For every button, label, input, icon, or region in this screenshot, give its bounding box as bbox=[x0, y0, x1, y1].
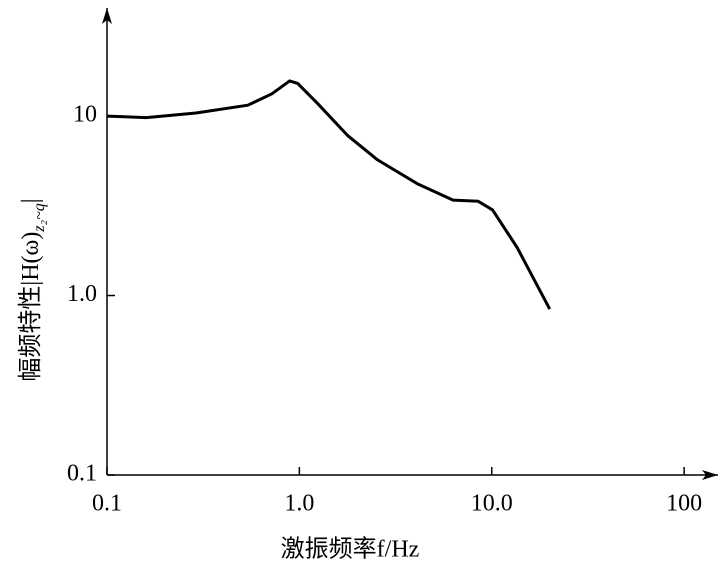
y-axis-label-end: | bbox=[18, 198, 44, 203]
y-arrow bbox=[102, 8, 112, 24]
y-axis-label: 幅频特性|H(ω)z₂~q| bbox=[17, 198, 48, 381]
response-curve bbox=[106, 79, 552, 310]
x-tick-label: 10.0 bbox=[471, 491, 513, 517]
y-axis-label-subscript: z₂~q bbox=[31, 203, 48, 232]
x-tick-label: 0.1 bbox=[92, 491, 122, 517]
y-axis-label-text: 幅频特性|H(ω) bbox=[17, 232, 44, 382]
y-tick-label: 1.0 bbox=[67, 281, 97, 307]
x-tick-label: 100 bbox=[666, 491, 702, 517]
x-tick-label: 1.0 bbox=[284, 491, 314, 517]
x-axis-label: 激振频率f/Hz bbox=[281, 536, 420, 563]
y-tick-label: 10 bbox=[73, 102, 97, 128]
x-arrow bbox=[702, 470, 718, 480]
y-tick-label: 0.1 bbox=[67, 461, 97, 487]
